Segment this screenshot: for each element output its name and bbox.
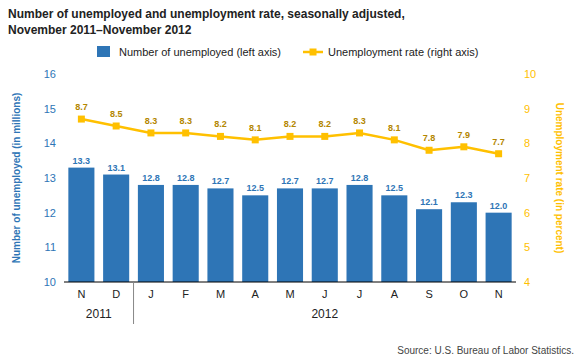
y-tick-label: 12 <box>44 207 56 219</box>
y2-tick-label: 9 <box>524 103 530 115</box>
x-tick-label: N <box>77 288 85 300</box>
y2-tick-label: 6 <box>524 207 530 219</box>
bar <box>381 195 407 282</box>
y2-tick-label: 10 <box>524 68 536 80</box>
bar <box>347 185 373 282</box>
bar-data-label: 12.7 <box>316 176 334 186</box>
bar-data-label: 12.8 <box>177 173 195 183</box>
plot-area <box>68 116 511 282</box>
line-marker <box>113 123 120 130</box>
line-marker <box>182 129 189 136</box>
bar <box>277 188 303 282</box>
line-data-label: 8.2 <box>284 119 297 129</box>
y2-tick-label: 5 <box>524 241 530 253</box>
y-tick-label: 16 <box>44 68 56 80</box>
y2-tick-label: 7 <box>524 172 530 184</box>
legend-swatch <box>97 46 110 57</box>
y2-tick-label: 8 <box>524 137 530 149</box>
line-marker <box>78 116 85 123</box>
bar-data-label: 12.8 <box>142 173 160 183</box>
bar <box>416 209 442 282</box>
line-marker <box>321 133 328 140</box>
x-tick-label: J <box>357 288 363 300</box>
year-label: 2011 <box>86 307 112 321</box>
x-tick-label: N <box>495 288 503 300</box>
chart: Number of unemployed and unemployment ra… <box>0 0 580 360</box>
x-axis-line <box>64 282 516 283</box>
line-data-label: 8.2 <box>214 119 227 129</box>
bar-data-label: 13.3 <box>73 156 91 166</box>
line-marker <box>460 143 467 150</box>
line-marker <box>356 129 363 136</box>
bar-data-label: 12.8 <box>351 173 369 183</box>
line-marker <box>426 147 433 154</box>
bar <box>486 213 512 282</box>
line-data-label: 8.7 <box>75 102 88 112</box>
line-data-label: 8.3 <box>353 116 366 126</box>
line-data-label: 8.1 <box>388 123 401 133</box>
bar-data-label: 12.7 <box>212 176 230 186</box>
legend-item: Number of unemployed (left axis) <box>97 46 281 58</box>
x-tick-label: A <box>252 288 260 300</box>
year-label: 2012 <box>311 307 338 321</box>
x-tick-label: J <box>322 288 328 300</box>
bar <box>103 175 129 282</box>
bar-data-label: 12.5 <box>386 183 404 193</box>
legend-marker <box>310 49 317 56</box>
line-data-label: 7.9 <box>458 130 471 140</box>
line-data-label: 8.2 <box>319 119 332 129</box>
line-data-label: 7.7 <box>492 137 505 147</box>
line-data-label: 8.5 <box>110 109 123 119</box>
y2-axis-label: Unemployment rate (in percent) <box>554 103 565 254</box>
bar-data-label: 12.3 <box>455 190 473 200</box>
line-marker <box>391 136 398 143</box>
bar <box>173 185 199 282</box>
bar <box>138 185 164 282</box>
x-tick-label: M <box>285 288 294 300</box>
source: Source: U.S. Bureau of Labor Statistics. <box>397 345 574 356</box>
bar <box>312 188 338 282</box>
legend-item: Unemployment rate (right axis) <box>303 46 478 58</box>
line-marker <box>147 129 154 136</box>
y-tick-label: 15 <box>44 103 56 115</box>
y-tick-label: 10 <box>44 276 56 288</box>
y-axis-label: Number of unemployed (in millions) <box>11 93 22 264</box>
bar-data-label: 12.0 <box>490 201 508 211</box>
line-marker <box>495 150 502 157</box>
y-tick-label: 14 <box>44 137 56 149</box>
bar <box>451 202 477 282</box>
bar <box>207 188 233 282</box>
y-tick-label: 11 <box>45 241 56 253</box>
legend-label: Number of unemployed (left axis) <box>119 46 281 58</box>
x-tick-label: F <box>182 288 189 300</box>
title: Number of unemployed and unemployment ra… <box>8 7 405 21</box>
subtitle: November 2011–November 2012 <box>8 23 192 37</box>
x-tick-label: D <box>112 288 120 300</box>
x-tick-label: S <box>425 288 432 300</box>
line-data-label: 8.3 <box>179 116 192 126</box>
line-data-label: 7.8 <box>423 133 436 143</box>
bar-data-label: 12.7 <box>281 176 299 186</box>
line-marker <box>252 136 259 143</box>
line-marker <box>287 133 294 140</box>
bar <box>68 168 94 282</box>
x-tick-label: J <box>148 288 154 300</box>
line-data-label: 8.3 <box>145 116 158 126</box>
legend: Number of unemployed (left axis) Unemploy… <box>97 46 478 58</box>
background <box>0 0 580 360</box>
bar <box>242 195 268 282</box>
line-marker <box>217 133 224 140</box>
legend-label: Unemployment rate (right axis) <box>328 46 478 58</box>
line-data-label: 8.1 <box>249 123 262 133</box>
bar-data-label: 12.1 <box>420 197 438 207</box>
x-tick-label: O <box>460 288 469 300</box>
x-tick-label: A <box>391 288 399 300</box>
y-tick-label: 13 <box>44 172 56 184</box>
y2-tick-label: 4 <box>524 276 530 288</box>
bar-data-label: 13.1 <box>107 163 125 173</box>
year-divider <box>133 282 134 324</box>
x-tick-label: M <box>216 288 225 300</box>
bar-data-label: 12.5 <box>246 183 264 193</box>
